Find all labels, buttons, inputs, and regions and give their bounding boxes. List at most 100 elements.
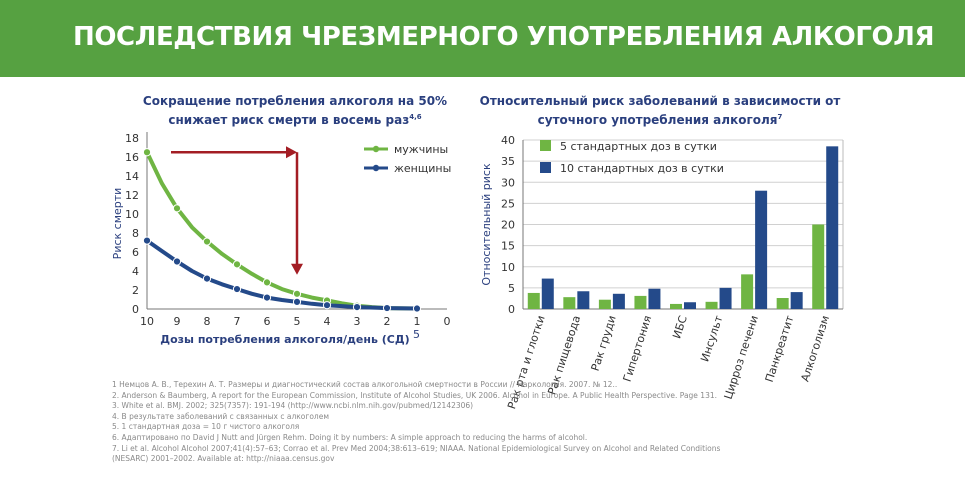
x-tick-label: 8 (204, 315, 211, 328)
bar-10-doses (790, 292, 803, 309)
x-tick-label: 0 (444, 315, 451, 328)
y-tick-label: 8 (132, 227, 139, 240)
series-point-women (292, 297, 302, 306)
footnote-2: 2. Anderson & Baumberg, A report for the… (112, 390, 718, 400)
series-point-men (292, 289, 302, 298)
bar-5-doses (563, 297, 576, 309)
category-label: Алкоголизм (798, 314, 832, 383)
y-tick-label: 4 (132, 265, 139, 278)
category-label: Рак груди (589, 314, 619, 373)
bar-5-doses (670, 303, 682, 309)
bar-5-doses (776, 298, 789, 309)
legend-label-5-doses: 5 стандартных доз в сутки (560, 140, 717, 153)
y-axis-title: Относительный риск (480, 163, 493, 286)
bar-10-doses (577, 291, 590, 309)
y-tick-label: 14 (125, 170, 139, 183)
y-tick-label: 10 (501, 261, 515, 274)
legend-swatch-5-doses (540, 140, 551, 151)
left-chart-title-line1: Сокращение потребления алкоголя на 50% (142, 94, 448, 108)
bar-10-doses (684, 302, 696, 309)
right-chart-title-line2: суточного употребления алкоголя (537, 113, 778, 127)
legend-marker-women (372, 164, 380, 172)
x-tick-label: 5 (294, 315, 301, 328)
title-banner: ПОСЛЕДСТВИЯ ЧРЕЗМЕРНОГО УПОТРЕБЛЕНИЯ АЛК… (0, 0, 965, 77)
x-tick-label: 6 (264, 315, 271, 328)
series-point-women (322, 301, 332, 310)
left-chart-title-line2: снижает риск смерти в восемь раз (168, 113, 410, 127)
series-point-women (262, 293, 272, 302)
y-axis-title: Риск смерти (111, 188, 124, 260)
series-point-men (172, 204, 182, 213)
bar-10-doses (541, 278, 554, 309)
x-tick-label: 10 (140, 315, 154, 328)
legend-label-10-doses: 10 стандартных доз в сутки (560, 162, 724, 175)
bar-5-doses (598, 299, 611, 309)
series-point-women (172, 257, 182, 266)
x-tick-label: 2 (384, 315, 391, 328)
y-tick-label: 6 (132, 246, 139, 259)
right-chart-title-sup: 7 (777, 113, 783, 121)
left-chart-title-line2-wrap: снижает риск смерти в восемь раз4,6 (115, 109, 475, 128)
footnote-3: 3. White et al. BMJ. 2002; 325(7357): 19… (112, 401, 474, 411)
series-point-women (202, 274, 212, 283)
footnote-6: 6. Адаптировано по David J Nutt and Jürg… (112, 432, 588, 442)
y-tick-label: 30 (501, 176, 515, 189)
y-tick-label: 20 (501, 219, 515, 232)
footnote-4: 4. В результате заболеваний с связанных … (112, 411, 329, 421)
left-chart-title: Сокращение потребления алкоголя на 50% с… (115, 93, 475, 128)
right-chart-title: Относительный риск заболеваний в зависим… (470, 93, 850, 128)
bar-5-doses (634, 295, 647, 309)
y-tick-label: 12 (125, 189, 139, 202)
series-point-men (202, 237, 212, 246)
x-axis-title: Дозы потребления алкоголя/день (СД) (160, 333, 409, 346)
y-tick-label: 10 (125, 208, 139, 221)
bar-10-doses (719, 287, 732, 309)
legend-marker-men (372, 145, 380, 153)
x-tick-label: 4 (324, 315, 331, 328)
y-tick-label: 25 (501, 197, 515, 210)
bar-5-doses (705, 301, 718, 309)
series-point-women (142, 236, 152, 245)
legend-label-men: мужчины (394, 143, 448, 156)
page-title: ПОСЛЕДСТВИЯ ЧРЕЗМЕРНОГО УПОТРЕБЛЕНИЯ АЛК… (73, 22, 935, 52)
x-tick-label: 1 (414, 315, 421, 328)
bar-5-doses (527, 292, 540, 309)
annotation-arrowhead-down (291, 263, 303, 275)
y-tick-label: 2 (132, 284, 139, 297)
footnotes: 1 Немцов А. В., Терехин А. Т. Размеры и … (112, 380, 932, 465)
annotation-arrowhead-right (286, 146, 297, 159)
x-axis-title-sup: 5 (413, 328, 420, 341)
x-tick-label: 9 (174, 315, 181, 328)
footnote-7-cont: (NESARC) 2001–2002. Available at: http:/… (112, 454, 335, 464)
footnote-1: 1 Немцов А. В., Терехин А. Т. Размеры и … (112, 380, 618, 389)
series-point-men (262, 278, 272, 287)
x-tick-label: 3 (354, 315, 361, 328)
bar-5-doses (741, 274, 754, 309)
y-tick-label: 40 (501, 134, 515, 147)
y-tick-label: 16 (125, 151, 139, 164)
series-point-men (232, 260, 242, 269)
y-tick-label: 18 (125, 132, 139, 145)
y-tick-label: 15 (501, 240, 515, 253)
x-tick-label: 7 (234, 315, 241, 328)
y-tick-label: 0 (132, 303, 139, 316)
left-chart-title-sup: 4,6 (409, 113, 422, 121)
bar-5-doses (812, 224, 825, 309)
footnote-5: 5. 1 стандартная доза = 10 г чистого алк… (112, 422, 300, 432)
category-label: Инсульт (698, 313, 725, 363)
series-point-women (232, 284, 242, 294)
y-tick-label: 35 (501, 155, 515, 168)
y-tick-label: 0 (508, 303, 515, 316)
bar-10-doses (648, 288, 661, 309)
series-point-women (352, 303, 362, 312)
series-point-women (412, 304, 422, 313)
legend-swatch-10-doses (540, 162, 551, 173)
right-chart-title-line1: Относительный риск заболеваний в зависим… (479, 94, 841, 108)
series-point-women (382, 303, 392, 313)
series-point-men (142, 148, 152, 157)
category-label: Панкреатит (763, 313, 797, 383)
bar-10-doses (755, 190, 768, 309)
y-tick-label: 5 (508, 282, 515, 295)
